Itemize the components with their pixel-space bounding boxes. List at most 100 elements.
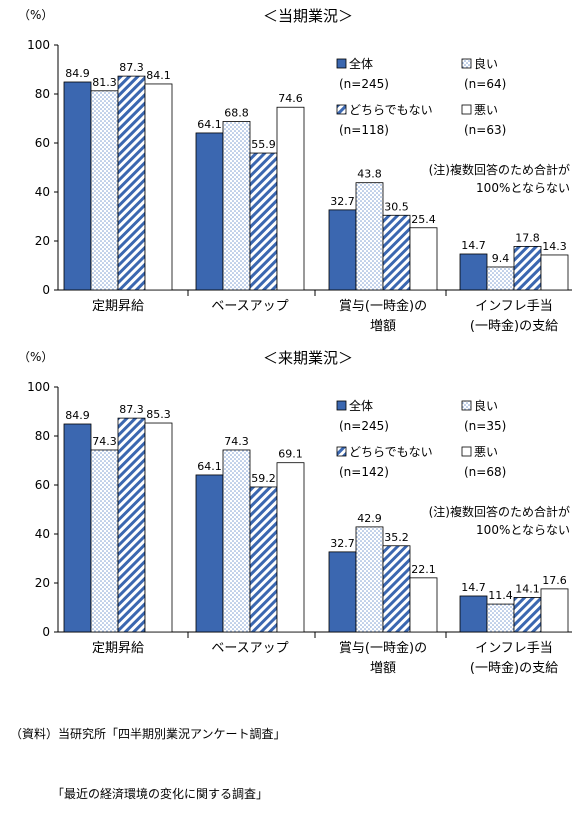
chart-note-line-1: (注)複数回答のため合計が [429,162,570,177]
bar [486,266,515,291]
bar [409,577,438,633]
legend-n: (n=68) [464,465,506,479]
x-category-label: 増額 [370,661,396,676]
data-label: 84.9 [65,67,90,80]
legend-swatch [336,58,347,69]
bar [90,449,119,633]
bar [513,597,542,633]
y-tick-label: 40 [35,185,50,199]
bar [486,603,515,633]
legend-n: (n=245) [339,77,389,91]
legend-n: (n=63) [464,123,506,137]
data-label: 64.1 [197,118,222,131]
bar [195,132,224,291]
data-label: 87.3 [119,61,144,74]
legend-label: 全体 [349,56,373,71]
y-tick-label: 0 [42,625,50,639]
legend-n: (n=64) [464,77,506,91]
x-category-label: (一時金)の支給 [470,318,558,334]
data-label: 9.4 [492,252,510,265]
bar [355,526,384,633]
data-label: 14.1 [515,582,540,595]
data-label: 42.9 [357,512,382,525]
y-tick-label: 80 [35,429,50,443]
bar [540,588,569,633]
data-label: 17.6 [542,574,567,587]
legend-swatch [461,104,472,115]
chart-title: ＜来期業況＞ [263,349,353,367]
bar [382,545,411,633]
chart-note-line-2: 100%とならない [476,181,570,195]
data-label: 55.9 [251,138,276,151]
legend-swatch [461,58,472,69]
x-category-label: 定期昇給 [92,641,144,656]
legend-swatch [336,446,347,457]
bar [540,254,569,291]
bar [63,423,92,633]
x-category-label: ベースアップ [211,299,288,314]
x-category-label: インフレ手当 [475,299,553,314]
legend-swatch [461,400,472,411]
data-label: 69.1 [278,448,303,461]
x-category-label: 賞与(一時金)の [339,298,427,314]
legend-swatch [336,104,347,115]
legend-label: 良い [474,56,498,71]
data-label: 14.3 [542,240,567,253]
legend-n: (n=118) [339,123,389,137]
data-label: 35.2 [384,531,409,544]
chart-panel-1: ＜当期業況＞ （%） 0 20 40 60 80 100 定期昇給 ベースアップ 賞与(一時金)の増… [18,7,572,334]
source-line-1: （資料）当研究所「四半期別業況アンケート調査」 [10,727,286,741]
source-note: （資料）当研究所「四半期別業況アンケート調査」 「最近の経済環境の変化に関する調… [10,684,286,824]
bar [409,227,438,291]
y-tick-label: 60 [35,136,50,150]
legend-label: 悪い [474,103,498,117]
x-category-label: ベースアップ [211,641,288,656]
x-category-label: 賞与(一時金)の [339,640,427,656]
data-label: 81.3 [92,76,117,89]
bar [459,595,488,633]
chart-note-line-2: 100%とならない [476,523,570,537]
legend-n: (n=35) [464,419,506,433]
x-category-label: 定期昇給 [92,299,144,314]
data-label: 11.4 [488,589,513,602]
bar [328,551,357,633]
bar [144,422,173,633]
bar [355,182,384,291]
data-label: 32.7 [330,537,355,550]
y-tick-label: 100 [27,380,50,394]
data-label: 25.4 [411,213,436,226]
legend-label: 悪い [474,445,498,459]
data-label: 59.2 [251,472,276,485]
data-label: 32.7 [330,195,355,208]
data-label: 84.1 [146,69,171,82]
y-tick-label: 20 [35,234,50,248]
data-label: 64.1 [197,460,222,473]
bar [276,462,305,633]
legend-label: どちらでもない [349,445,433,459]
bar [249,152,278,291]
legend-swatch [461,446,472,457]
bar [222,449,251,633]
data-label: 14.7 [461,239,486,252]
y-axis-label: （%） [18,350,53,364]
bar [222,121,251,291]
bar [328,209,357,291]
bar [63,81,92,291]
data-label: 85.3 [146,408,171,421]
chart-note-line-1: (注)複数回答のため合計が [429,504,570,519]
bar [513,245,542,291]
y-tick-label: 0 [42,283,50,297]
data-label: 43.8 [357,168,382,181]
bar [90,90,119,291]
y-tick-label: 60 [35,478,50,492]
legend-swatch [336,400,347,411]
data-label: 14.7 [461,581,486,594]
legend-label: 全体 [349,398,373,413]
chart-panel-2: ＜来期業況＞ （%） 0 20 40 60 80 100 定期昇給 ベースアップ 賞与(一時金)の増… [18,349,572,676]
data-label: 68.8 [224,106,249,119]
y-tick-label: 80 [35,87,50,101]
source-line-2: 「最近の経済環境の変化に関する調査」 [10,787,269,801]
bar [117,417,146,633]
bar [195,474,224,633]
